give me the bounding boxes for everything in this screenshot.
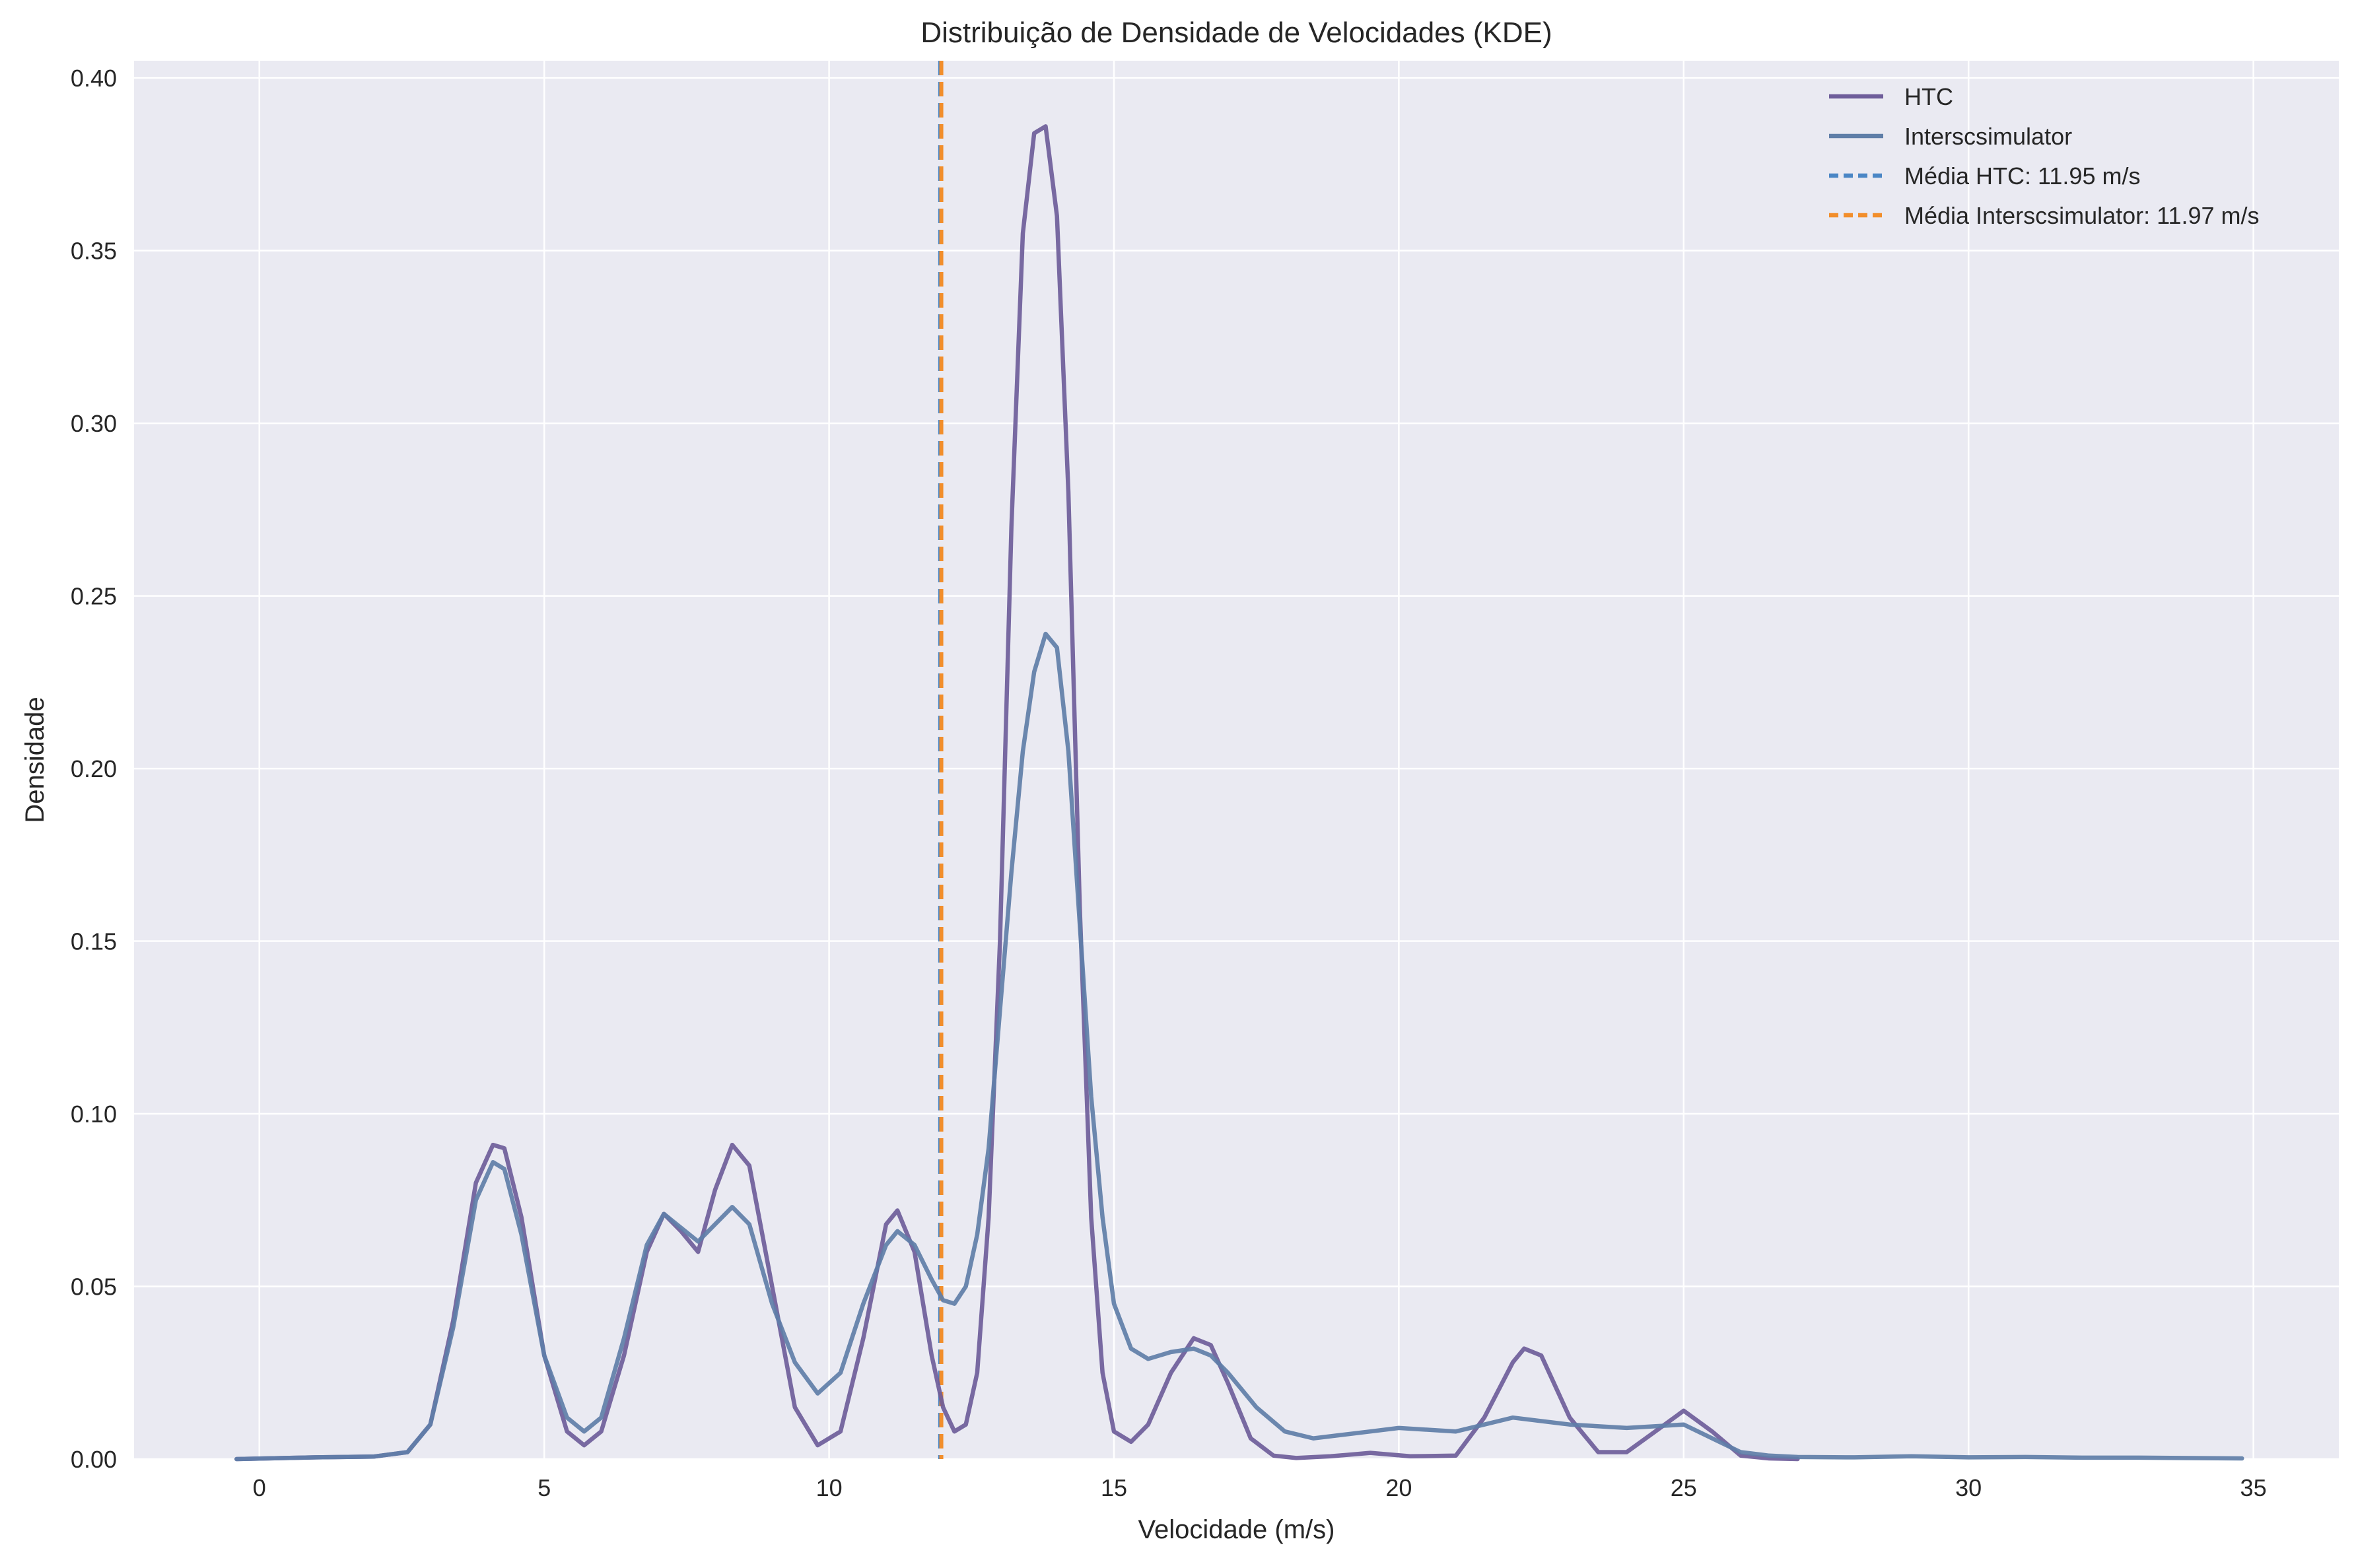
legend-item-htc: HTC	[1829, 83, 1953, 110]
x-tick-label: 5	[537, 1474, 551, 1501]
grid	[134, 61, 2339, 1460]
legend: HTC Interscsimulator Média HTC: 11.95 m/s M…	[1829, 83, 2260, 229]
legend-label: HTC	[1904, 83, 1953, 110]
legend-item-mean-htc: Média HTC: 11.95 m/s	[1829, 162, 2140, 189]
x-tick-labels: 0 5 10 15 20 25 30 35	[253, 1474, 2267, 1501]
y-tick-labels: 0.00 0.05 0.10 0.15 0.20 0.25 0.30 0.35 0.40	[71, 65, 117, 1473]
x-tick-label: 25	[1671, 1474, 1697, 1501]
series-line-interscsimulator	[234, 631, 2244, 1462]
x-tick-label: 0	[253, 1474, 266, 1501]
legend-label: Média HTC: 11.95 m/s	[1904, 162, 2140, 189]
y-tick-label: 0.10	[71, 1101, 117, 1128]
legend-label: Média Interscsimulator: 11.97 m/s	[1904, 202, 2260, 229]
x-tick-label: 35	[2240, 1474, 2267, 1501]
y-axis-label: Densidade	[20, 697, 50, 823]
y-tick-label: 0.15	[71, 928, 117, 955]
mean-lines	[938, 61, 944, 1459]
y-tick-label: 0.25	[71, 583, 117, 610]
y-tick-label: 0.00	[71, 1446, 117, 1473]
x-tick-label: 20	[1385, 1474, 1412, 1501]
series-line-htc	[234, 124, 1800, 1462]
y-tick-label: 0.40	[71, 65, 117, 92]
x-tick-label: 15	[1101, 1474, 1127, 1501]
chart-title: Distribuição de Densidade de Velocidades…	[920, 17, 1552, 49]
y-tick-label: 0.05	[71, 1274, 117, 1301]
legend-item-mean-interscsimulator: Média Interscsimulator: 11.97 m/s	[1829, 202, 2260, 229]
y-tick-label: 0.20	[71, 755, 117, 782]
series-lines	[234, 124, 2244, 1462]
legend-item-interscsimulator: Interscsimulator	[1829, 123, 2072, 150]
x-tick-label: 30	[1955, 1474, 1982, 1501]
legend-label: Interscsimulator	[1904, 123, 2072, 150]
y-tick-label: 0.30	[71, 410, 117, 437]
x-tick-label: 10	[816, 1474, 843, 1501]
x-axis-label: Velocidade (m/s)	[1138, 1515, 1335, 1544]
y-tick-label: 0.35	[71, 238, 117, 265]
plot-area	[134, 61, 2339, 1459]
